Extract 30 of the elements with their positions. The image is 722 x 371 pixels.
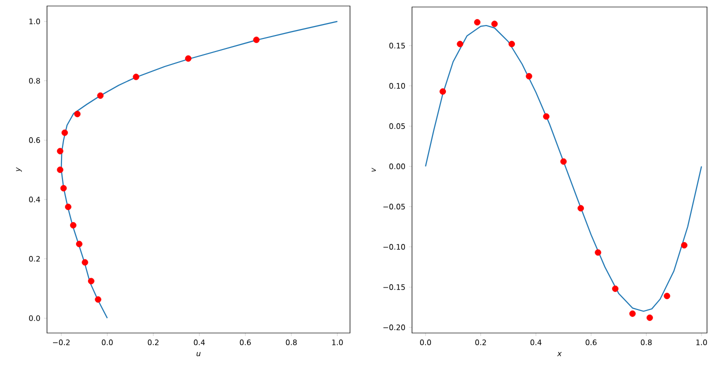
point xyxy=(440,88,446,95)
point xyxy=(594,249,602,256)
point xyxy=(74,110,81,118)
point xyxy=(474,19,480,26)
point xyxy=(646,314,653,321)
point xyxy=(76,240,82,248)
point xyxy=(578,205,584,212)
point xyxy=(543,113,550,120)
point xyxy=(526,73,532,80)
point xyxy=(82,259,88,266)
point xyxy=(508,40,515,48)
point xyxy=(94,296,102,303)
point xyxy=(64,204,72,210)
point xyxy=(253,36,260,44)
point xyxy=(612,286,618,292)
point xyxy=(681,242,688,248)
point xyxy=(70,222,76,228)
point xyxy=(56,166,64,173)
point xyxy=(664,292,670,300)
point xyxy=(491,20,498,28)
point xyxy=(629,310,636,317)
point xyxy=(132,74,140,80)
point xyxy=(97,92,104,99)
point xyxy=(456,40,464,48)
point xyxy=(88,278,94,284)
point xyxy=(56,148,64,154)
point xyxy=(62,130,68,136)
point xyxy=(185,55,192,62)
point xyxy=(560,158,567,165)
point xyxy=(60,184,67,192)
